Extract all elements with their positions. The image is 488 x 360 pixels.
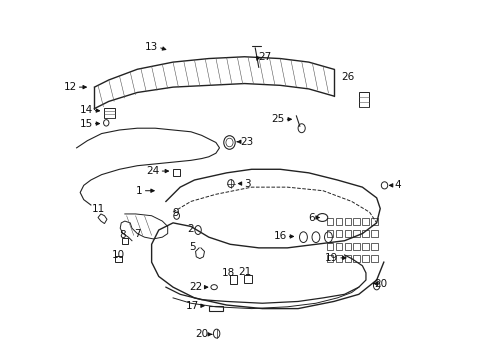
Text: 4: 4 — [394, 180, 400, 190]
Text: 5: 5 — [189, 242, 196, 252]
Bar — [326, 217, 332, 225]
Bar — [335, 255, 341, 262]
Bar — [353, 255, 359, 262]
Text: 13: 13 — [144, 42, 158, 52]
Text: 20: 20 — [373, 279, 386, 289]
Text: 25: 25 — [271, 114, 284, 124]
Text: 18: 18 — [222, 268, 235, 278]
Text: 27: 27 — [258, 52, 271, 62]
Text: 19: 19 — [324, 253, 337, 263]
Bar — [244, 275, 251, 283]
Bar — [335, 243, 341, 249]
Bar — [362, 255, 368, 262]
Bar — [370, 243, 377, 249]
Bar — [344, 255, 350, 262]
Bar — [370, 217, 377, 225]
Bar — [326, 230, 332, 237]
Bar — [335, 217, 341, 225]
Text: 6: 6 — [308, 212, 315, 222]
Text: 3: 3 — [244, 179, 250, 189]
Bar — [353, 217, 359, 225]
Bar — [326, 255, 332, 262]
Text: 24: 24 — [146, 166, 159, 176]
Text: 17: 17 — [185, 301, 198, 311]
Bar — [353, 230, 359, 237]
Bar — [344, 217, 350, 225]
Text: 22: 22 — [189, 282, 202, 292]
Bar — [344, 243, 350, 249]
Bar — [370, 230, 377, 237]
Text: 9: 9 — [172, 208, 179, 218]
Text: 21: 21 — [238, 267, 251, 277]
Bar — [335, 230, 341, 237]
Bar — [122, 238, 128, 244]
Bar — [362, 217, 368, 225]
Text: 23: 23 — [240, 137, 253, 147]
Text: 1: 1 — [136, 186, 142, 196]
Text: 16: 16 — [273, 231, 286, 242]
Text: 12: 12 — [63, 82, 77, 92]
Bar — [326, 243, 332, 249]
Text: 10: 10 — [112, 250, 125, 260]
Bar — [344, 230, 350, 237]
Text: 8: 8 — [119, 230, 125, 240]
Bar — [230, 275, 237, 284]
Text: 15: 15 — [79, 118, 93, 129]
Bar — [370, 255, 377, 262]
Bar — [173, 168, 180, 176]
Bar — [358, 93, 368, 107]
Bar — [115, 256, 122, 262]
Bar — [353, 243, 359, 249]
Bar — [104, 108, 115, 118]
Text: 14: 14 — [79, 105, 93, 115]
Bar — [362, 243, 368, 249]
Text: 20: 20 — [195, 329, 208, 339]
Text: 2: 2 — [187, 224, 193, 234]
Bar — [362, 230, 368, 237]
Text: 7: 7 — [134, 229, 141, 239]
Text: 11: 11 — [91, 203, 104, 213]
Bar — [208, 306, 223, 311]
Text: 26: 26 — [340, 72, 353, 82]
